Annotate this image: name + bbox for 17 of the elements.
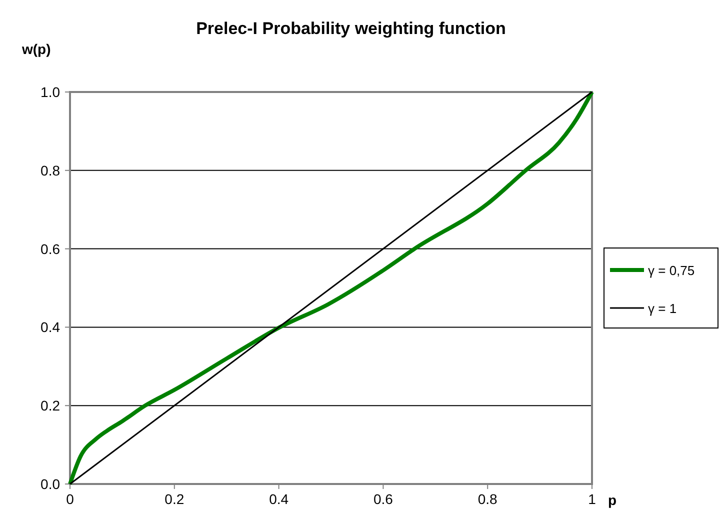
- x-tick-label: 0: [66, 491, 74, 507]
- y-tick-label: 0.2: [40, 398, 60, 414]
- legend-label: γ = 0,75: [648, 263, 695, 278]
- y-tick-label: 1.0: [40, 84, 60, 100]
- y-tick-label: 0.8: [40, 162, 60, 178]
- x-tick-label: 0.4: [269, 491, 289, 507]
- x-tick-label: 0.8: [478, 491, 498, 507]
- x-tick-label: 0.2: [164, 491, 184, 507]
- legend-label: γ = 1: [648, 301, 677, 316]
- x-axis-title: p: [608, 492, 617, 508]
- x-tick-label: 0.6: [373, 491, 394, 507]
- chart-title: Prelec-I Probability weighting function: [196, 19, 506, 38]
- x-tick-label: 1: [588, 491, 596, 507]
- y-tick-label: 0.6: [40, 240, 60, 257]
- y-tick-label: 0.0: [40, 476, 60, 492]
- y-tick-label: 0.4: [40, 319, 60, 336]
- y-axis-title: w(p): [21, 41, 51, 57]
